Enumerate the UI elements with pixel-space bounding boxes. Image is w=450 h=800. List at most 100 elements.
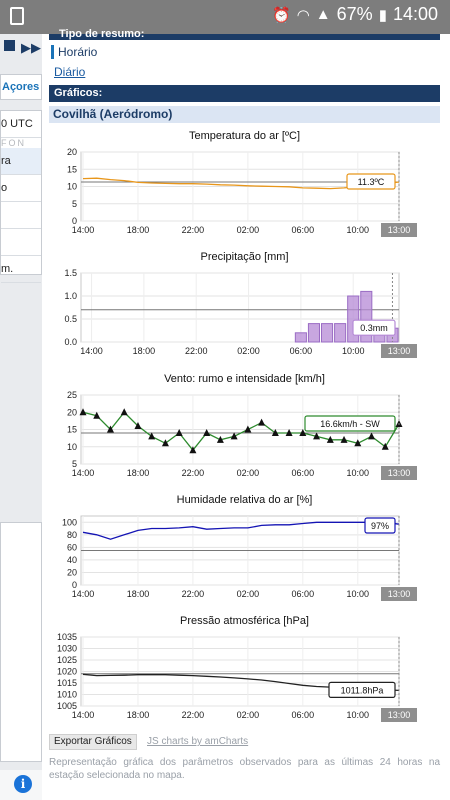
value-balloon <box>328 681 396 698</box>
recycle-notification-icon <box>10 7 24 25</box>
wind-direction-marker <box>340 435 348 443</box>
x-tick-label: 18:00 <box>127 710 150 720</box>
x-tick-label: 10:00 <box>347 589 370 599</box>
tab-acores[interactable]: Açores <box>0 74 42 100</box>
chart-svg-humidity: 0 20 40 60 80 100 14:00 18:00 22:00 02:00 06:00 10:… <box>62 515 417 601</box>
cursor-x-label: 13:00 <box>388 225 411 235</box>
wind-direction-marker <box>354 439 362 447</box>
fast-forward-icon[interactable]: ▶▶ <box>21 40 41 55</box>
x-tick-label: 14:00 <box>72 589 95 599</box>
cursor-x-box <box>381 587 417 601</box>
wind-direction-marker <box>368 432 376 440</box>
value-balloon-label: 16.6km/h - SW <box>320 419 380 429</box>
x-tick-label: 22:00 <box>182 468 205 478</box>
x-tick-label: 14:00 <box>72 468 95 478</box>
info-bar: i <box>0 770 42 800</box>
precip-bar <box>360 290 373 343</box>
cursor-x-label: 13:00 <box>388 710 411 720</box>
wind-direction-marker <box>244 425 252 433</box>
wind-direction-marker <box>326 435 334 443</box>
value-balloon-label: 1011.8hPa <box>341 685 384 695</box>
wind-direction-marker <box>79 408 87 416</box>
y-tick-label: 1035 <box>57 632 77 642</box>
link-horario[interactable]: Horário <box>51 45 97 59</box>
chart-precipitation: Precipitação [mm] 0.0 0.5 1.0 1.5 14:00 18:00… <box>49 251 440 365</box>
cursor-x-box <box>381 708 417 722</box>
x-tick-label: 14:00 <box>72 710 95 720</box>
sidebar-item-2[interactable]: o <box>1 175 41 202</box>
sidebar-item-1[interactable]: ra <box>1 148 41 175</box>
y-tick-label: 0 <box>72 580 77 590</box>
wind-direction-marker <box>381 442 389 450</box>
wind-direction-marker <box>161 439 169 447</box>
x-tick-label: 06:00 <box>292 710 315 720</box>
precip-bar <box>334 323 347 343</box>
chart-svg-wind: 5 10 15 20 25 14:00 18:00 22:00 02:00 06:00 10:00 1… <box>67 390 417 480</box>
cursor-x-box <box>381 223 417 237</box>
info-icon[interactable]: i <box>14 775 32 793</box>
precip-bar <box>307 323 320 343</box>
value-balloon-label: 11.3ºC <box>358 177 385 187</box>
wind-direction-marker <box>299 428 307 436</box>
sidebar-toolbar: ▶▶ <box>4 40 41 56</box>
series-line <box>82 177 400 190</box>
signal-icon: ▲ <box>315 6 331 23</box>
y-tick-label: 10 <box>67 442 77 452</box>
alarm-icon: ⏰ <box>272 6 291 24</box>
y-tick-label: 1025 <box>57 655 77 665</box>
y-tick-label: 0 <box>72 216 77 226</box>
value-balloon-label: 0.3mm <box>360 323 388 333</box>
y-tick-label: 100 <box>62 517 77 527</box>
export-charts-button[interactable]: Exportar Gráficos <box>49 734 137 750</box>
faint-text: FON <box>1 138 26 148</box>
chart-temperature: Temperatura do ar [ºC] 0 5 10 15 20 14:00 18:0… <box>49 130 440 244</box>
battery-percent: 67% <box>336 4 373 24</box>
y-tick-label: 15 <box>67 164 77 174</box>
value-balloon <box>346 173 396 190</box>
series-line <box>82 521 400 540</box>
footnote: Representação gráfica dos parâmetros obs… <box>49 757 440 781</box>
chart-title: Precipitação [mm] <box>200 251 289 263</box>
x-tick-label: 06:00 <box>292 589 315 599</box>
sidebar-item-3[interactable] <box>1 202 41 229</box>
y-tick-label: 1.5 <box>64 268 77 278</box>
x-tick-label: 18:00 <box>127 468 150 478</box>
y-tick-label: 40 <box>67 555 77 565</box>
y-tick-label: 1020 <box>57 667 77 677</box>
y-tick-label: 1005 <box>57 701 77 711</box>
link-diario[interactable]: Diário <box>54 65 86 79</box>
sidebar-item-4[interactable] <box>1 229 41 256</box>
x-tick-label: 22:00 <box>182 589 205 599</box>
y-tick-label: 0.5 <box>64 314 77 324</box>
x-tick-label: 22:00 <box>182 225 205 235</box>
chart-svg-precip: 0.0 0.5 1.0 1.5 14:00 18:00 22:00 02:00 06:00 10:… <box>64 268 417 358</box>
resumo-header: Tipo de resumo: <box>49 28 440 40</box>
y-tick-label: 60 <box>67 542 77 552</box>
status-bar: ⏰ ◠ ▲ 67% ▮ 14:00 <box>0 0 450 34</box>
y-tick-label: 1010 <box>57 690 77 700</box>
x-tick-label: 02:00 <box>237 346 260 356</box>
chart-title: Pressão atmosférica [hPa] <box>179 615 309 627</box>
x-tick-label: 02:00 <box>237 468 260 478</box>
y-tick-label: 0.0 <box>64 337 77 347</box>
value-balloon <box>364 517 396 534</box>
main-content: Tipo de resumo: Horário Diário Gráficos:… <box>42 28 450 800</box>
y-tick-label: 20 <box>67 567 77 577</box>
graficos-header: Gráficos: <box>49 85 440 102</box>
wind-direction-marker <box>271 428 279 436</box>
resumo-title: Tipo de resumo: <box>59 28 145 40</box>
x-tick-label: 10:00 <box>342 346 365 356</box>
sidebar-item-5[interactable]: m. <box>1 256 41 283</box>
x-tick-label: 02:00 <box>237 589 260 599</box>
chart-title: Humidade relativa do ar [%] <box>176 494 313 506</box>
wind-direction-marker <box>313 432 321 440</box>
status-icons: ⏰ ◠ ▲ 67% ▮ 14:00 <box>272 4 438 25</box>
sidebar-lower-panel <box>0 522 42 762</box>
stop-icon[interactable] <box>4 40 15 51</box>
jscharts-link[interactable]: JS charts by amCharts <box>147 736 249 747</box>
y-tick-label: 1030 <box>57 644 77 654</box>
y-tick-label: 80 <box>67 530 77 540</box>
chart-wind: Vento: rumo e intensidade [km/h] 5 10 15 20… <box>49 373 440 487</box>
x-tick-label: 10:00 <box>347 710 370 720</box>
